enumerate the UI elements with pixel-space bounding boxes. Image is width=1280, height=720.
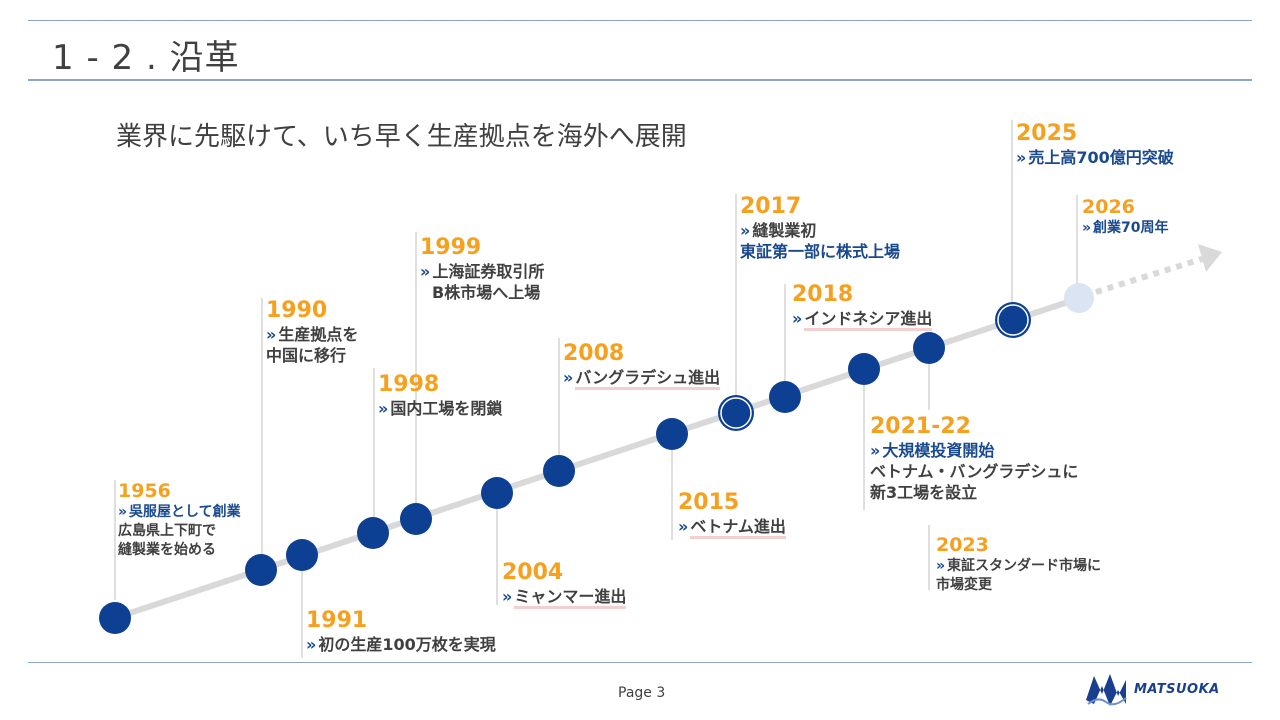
event-year: 2025: [1016, 121, 1078, 146]
node-1990: [245, 554, 277, 586]
double-chevron-right-icon: »: [792, 309, 803, 328]
event-year: 1998: [378, 372, 440, 397]
event-year: 2017: [740, 194, 802, 219]
event-year: 2015: [678, 490, 740, 515]
double-chevron-right-icon: »: [1016, 148, 1027, 167]
event-line: 縫製業を始める: [118, 542, 216, 558]
event-year: 2008: [563, 341, 625, 366]
event-line: ベトナム・バングラデシュに: [870, 462, 1079, 481]
double-chevron-right-icon: »: [678, 517, 689, 536]
event-year: 1956: [118, 480, 171, 502]
event-line: 売上高700億円突破: [1028, 148, 1174, 167]
double-chevron-right-icon: »: [378, 399, 389, 418]
double-chevron-right-icon: »: [740, 221, 751, 240]
event-line: ベトナム進出: [690, 517, 786, 539]
event-2004: 2004 » ミャンマー進出: [502, 560, 627, 609]
subtitle: 業界に先駆けて、いち早く生産拠点を海外へ展開: [116, 122, 687, 152]
event-year: 1999: [420, 235, 482, 260]
event-2017: 2017 » 縫製業初 東証第一部に株式上場: [740, 194, 900, 262]
event-1999: 1999 » 上海証券取引所 B株市場へ上場: [420, 235, 544, 303]
event-year: 1991: [306, 608, 368, 633]
node-1991: [286, 539, 318, 571]
matsuoka-logo-icon: [1086, 674, 1127, 706]
event-1990: 1990 » 生産拠点を 中国に移行: [266, 298, 358, 366]
node-2008: [543, 455, 575, 487]
node-2015: [656, 418, 688, 450]
event-year: 1990: [266, 298, 328, 323]
node-2025-highlight: [995, 302, 1031, 338]
event-year: 2023: [936, 534, 989, 556]
node-2021: [848, 353, 880, 385]
double-chevron-right-icon: »: [502, 587, 513, 606]
event-2023: 2023 » 東証スタンダード市場に 市場変更: [936, 534, 1101, 595]
node-2018: [769, 381, 801, 413]
timeline-arrowhead-icon: [1198, 244, 1222, 272]
event-line: 東証スタンダード市場に: [947, 558, 1102, 574]
event-1956: 1956 » 吳服屋として創業 広島県上下町で 縫製業を始める: [118, 480, 241, 560]
node-1998: [357, 517, 389, 549]
node-2004: [481, 477, 513, 509]
header-rule-bottom: [28, 79, 1252, 81]
double-chevron-right-icon: »: [870, 441, 881, 460]
page-title: 1 - 2 . 沿革: [52, 38, 240, 78]
node-2017-highlight: [718, 395, 754, 431]
event-1991: 1991 » 初の生産100万枚を実現: [306, 608, 496, 655]
event-line: インドネシア進出: [804, 309, 933, 331]
event-line: 中国に移行: [266, 346, 347, 365]
node-1956: [99, 602, 131, 634]
event-2025: 2025 » 売上高700億円突破: [1016, 121, 1174, 168]
logo-text: MATSUOKA: [1134, 681, 1220, 697]
double-chevron-right-icon: »: [118, 504, 128, 520]
double-chevron-right-icon: »: [563, 368, 574, 387]
node-2023: [913, 332, 945, 364]
event-line: 市場変更: [936, 577, 992, 593]
double-chevron-right-icon: »: [266, 325, 277, 344]
event-line: バングラデシュ進出: [575, 368, 721, 390]
event-line: 国内工場を閉鎖: [390, 399, 503, 418]
footer-rule: [28, 662, 1252, 663]
double-chevron-right-icon: »: [1082, 220, 1092, 236]
page-number: Page 3: [618, 685, 666, 701]
event-line: ミャンマー進出: [514, 587, 627, 609]
event-line: 広島県上下町で: [118, 523, 216, 539]
event-line: 生産拠点を: [278, 325, 359, 344]
double-chevron-right-icon: »: [936, 558, 946, 574]
event-2015: 2015 » ベトナム進出: [678, 490, 786, 539]
event-line: 初の生産100万枚を実現: [318, 635, 496, 654]
event-year: 2026: [1082, 196, 1135, 218]
event-2008: 2008 » バングラデシュ進出: [563, 341, 721, 390]
event-line: 吳服屋として創業: [129, 504, 241, 520]
event-year: 2021-22: [870, 414, 971, 439]
event-line: 上海証券取引所: [432, 262, 545, 281]
event-line: 東証第一部に株式上場: [740, 242, 901, 261]
event-year: 2004: [502, 560, 564, 585]
event-line: 大規模投資開始: [882, 441, 995, 460]
double-chevron-right-icon: »: [306, 635, 317, 654]
event-line: 縫製業初: [752, 221, 817, 240]
event-2026: 2026 » 創業70周年: [1082, 196, 1169, 238]
event-2018: 2018 » インドネシア進出: [792, 282, 933, 331]
node-2026-future: [1064, 283, 1094, 313]
header-rule-top: [28, 20, 1252, 21]
event-line: B株市場へ上場: [432, 283, 541, 302]
event-2021-22: 2021-22 » 大規模投資開始 ベトナム・バングラデシュに 新3工場を設立: [870, 414, 1078, 503]
event-year: 2018: [792, 282, 854, 307]
event-line: 新3工場を設立: [870, 483, 978, 502]
timeline-future-dotted: [1095, 255, 1206, 295]
event-1998: 1998 » 国内工場を閉鎖: [378, 372, 502, 419]
node-1999: [400, 503, 432, 535]
company-logo: MATSUOKA: [1084, 670, 1220, 708]
event-line: 創業70周年: [1093, 220, 1169, 236]
double-chevron-right-icon: »: [420, 262, 431, 281]
